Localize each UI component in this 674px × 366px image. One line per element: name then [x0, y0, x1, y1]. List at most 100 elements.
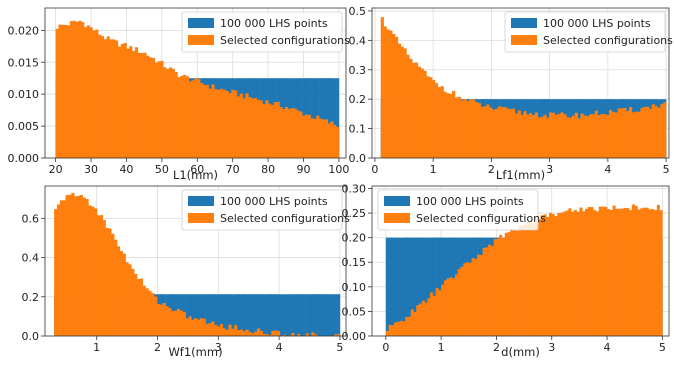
y-tick-label: 0.0: [22, 330, 40, 343]
y-tick-label: 0.2: [22, 291, 40, 304]
selected-bar: [135, 47, 138, 158]
selected-bar: [97, 215, 100, 336]
selected-bar: [124, 43, 127, 158]
selected-bar: [643, 107, 646, 158]
selected-bar: [211, 321, 214, 336]
y-tick-label: 0.25: [342, 207, 367, 220]
selected-bar: [435, 83, 438, 158]
selected-bar: [632, 205, 635, 336]
selected-bar: [621, 209, 624, 336]
selected-bar: [277, 102, 280, 158]
selected-bar: [180, 311, 183, 336]
selected-bar: [590, 207, 593, 336]
selected-bar: [126, 262, 129, 336]
selected-bar: [466, 262, 469, 336]
selected-bar: [191, 320, 194, 336]
y-tick-label: 0.5: [349, 5, 367, 18]
selected-bar: [557, 213, 560, 336]
lhs-bar: [274, 294, 277, 336]
selected-bar: [381, 17, 384, 158]
selected-bar: [618, 108, 621, 158]
selected-bar: [163, 67, 166, 158]
selected-bar: [586, 116, 589, 158]
selected-bar: [183, 75, 186, 158]
x-tick-label: 100: [328, 163, 349, 176]
selected-bar: [226, 330, 229, 336]
selected-bar: [499, 235, 502, 336]
selected-bar: [175, 72, 178, 158]
selected-bar: [138, 53, 141, 158]
selected-bar: [433, 296, 436, 336]
selected-bar: [88, 205, 91, 336]
selected-bar: [75, 22, 78, 158]
selected-bar: [109, 39, 112, 158]
selected-bar: [569, 118, 572, 158]
lhs-bar: [291, 294, 294, 336]
selected-bar: [579, 208, 582, 336]
lhs-bar: [394, 238, 397, 336]
selected-bar: [143, 286, 146, 336]
selected-bar: [277, 331, 280, 336]
selected-bar: [538, 220, 541, 336]
y-tick-label: 0.10: [342, 281, 367, 294]
selected-bar: [441, 285, 444, 336]
selected-bar: [535, 112, 538, 158]
selected-bar: [526, 115, 529, 158]
x-axis-label: L1(mm): [173, 168, 218, 182]
y-tick-label: 0.4: [22, 252, 40, 265]
selected-bar: [134, 274, 137, 336]
selected-bar: [592, 114, 595, 158]
x-axis-label: d(mm): [501, 345, 540, 359]
selected-bar: [81, 22, 84, 158]
x-tick-label: 2: [488, 163, 495, 176]
selected-bar: [555, 216, 558, 336]
selected-bar: [308, 115, 311, 158]
selected-bar: [257, 328, 260, 336]
x-tick-label: 30: [84, 163, 98, 176]
selected-bar: [626, 111, 629, 158]
selected-bar: [169, 67, 172, 158]
selected-bar: [552, 113, 555, 158]
selected-bar: [231, 90, 234, 158]
selected-bar: [543, 214, 546, 336]
selected-bar: [84, 27, 87, 158]
selected-bar: [585, 209, 588, 336]
selected-bar: [333, 125, 336, 158]
selected-bar: [194, 78, 197, 158]
selected-bar: [103, 220, 106, 336]
selected-bar: [296, 111, 299, 158]
x-axis-label: Lf1(mm): [496, 168, 545, 182]
selected-bar: [228, 325, 231, 336]
x-tick-label: 2: [493, 341, 500, 354]
selected-bar: [510, 229, 513, 336]
selected-bar: [602, 207, 605, 336]
x-tick-label: 1: [430, 163, 437, 176]
selected-bar: [452, 278, 455, 336]
selected-bar: [406, 55, 409, 158]
selected-bar: [657, 205, 660, 336]
selected-bar: [582, 211, 585, 336]
x-tick-label: 0: [382, 341, 389, 354]
selected-bar: [223, 90, 226, 158]
selected-bar: [168, 308, 171, 336]
selected-bar: [177, 309, 180, 336]
selected-bar: [523, 111, 526, 158]
selected-bar: [469, 263, 472, 336]
selected-bar: [160, 61, 163, 158]
selected-bar: [158, 61, 161, 158]
selected-bar: [446, 93, 449, 158]
selected-bar: [389, 31, 392, 158]
selected-bar: [54, 209, 57, 336]
selected-bar: [183, 312, 186, 336]
selected-bar: [485, 247, 488, 336]
selected-bar: [63, 200, 66, 336]
selected-bar: [411, 310, 414, 336]
selected-bar: [188, 316, 191, 336]
selected-bar: [560, 213, 563, 336]
lhs-bar: [254, 294, 257, 336]
selected-bar: [438, 290, 441, 336]
selected-bar: [257, 100, 260, 158]
